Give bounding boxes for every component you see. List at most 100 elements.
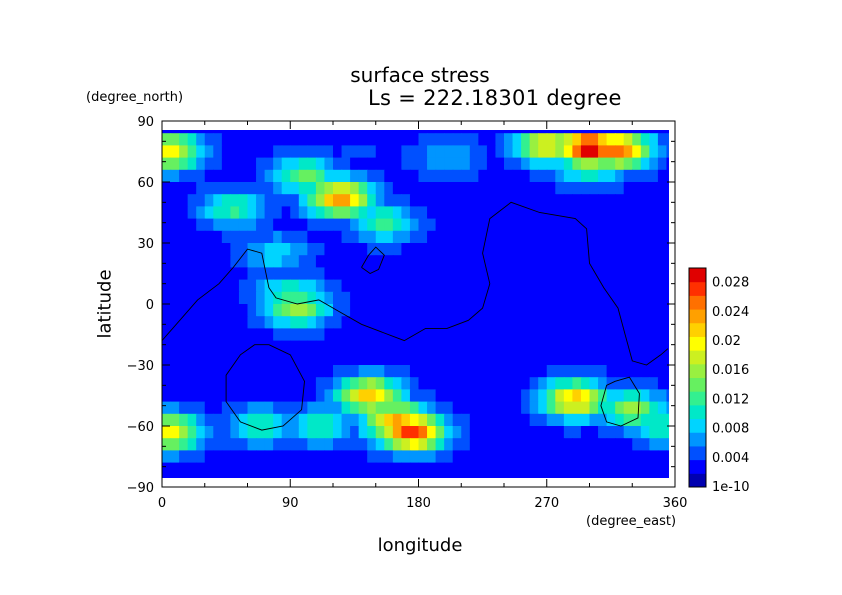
heatmap-cell: [384, 130, 394, 134]
heatmap-cell: [401, 279, 411, 293]
heatmap-cell: [657, 426, 668, 439]
heatmap-cell: [367, 243, 377, 256]
heatmap-cell: [418, 328, 428, 342]
heatmap-cell: [290, 352, 300, 366]
heatmap-cell: [247, 157, 257, 171]
heatmap-cell: [606, 243, 616, 256]
heatmap-cell: [213, 230, 223, 244]
heatmap-cell: [179, 218, 189, 232]
heatmap-cell: [367, 145, 377, 159]
heatmap-cell: [247, 267, 257, 281]
heatmap-cell: [196, 267, 206, 281]
heatmap-cell: [213, 182, 223, 195]
heatmap-cell: [666, 218, 669, 232]
heatmap-cell: [427, 243, 437, 256]
heatmap-cell: [563, 130, 573, 134]
heatmap-cell: [333, 401, 343, 415]
heatmap-cell: [657, 130, 668, 134]
heatmap-cell: [375, 291, 385, 305]
heatmap-cell: [401, 328, 411, 342]
heatmap-cell: [409, 450, 420, 464]
heatmap-cell: [170, 169, 180, 183]
heatmap-cell: [563, 426, 573, 439]
heatmap-cell: [384, 413, 394, 427]
heatmap-cell: [580, 340, 591, 354]
heatmap-cell: [563, 413, 573, 427]
heatmap-cell: [358, 133, 368, 146]
heatmap-cell: [247, 316, 257, 329]
heatmap-cell: [409, 401, 420, 415]
heatmap-cell: [427, 291, 437, 305]
heatmap-cell: [247, 218, 257, 232]
heatmap-cell: [632, 230, 642, 244]
heatmap-cell: [221, 169, 231, 183]
heatmap-cell: [461, 401, 471, 415]
heatmap-cell: [384, 243, 394, 256]
heatmap-cell: [409, 377, 420, 390]
heatmap-cell: [572, 243, 582, 256]
heatmap-cell: [563, 194, 573, 207]
heatmap-cell: [461, 218, 471, 232]
heatmap-cell: [264, 291, 274, 305]
heatmap-cell: [418, 133, 428, 146]
heatmap-cell: [529, 169, 539, 183]
heatmap-cell: [563, 267, 573, 281]
heatmap-cell: [401, 182, 411, 195]
heatmap-cell: [598, 230, 608, 244]
heatmap-cell: [478, 450, 488, 464]
heatmap-cell: [529, 304, 539, 317]
heatmap-cell: [238, 230, 249, 244]
heatmap-cell: [247, 389, 257, 403]
heatmap-cell: [409, 130, 420, 134]
heatmap-cell: [512, 206, 522, 220]
heatmap-cell: [555, 194, 565, 207]
heatmap-cell: [580, 304, 591, 317]
heatmap-cell: [375, 206, 385, 220]
heatmap-cell: [324, 145, 334, 159]
heatmap-cell: [478, 267, 488, 281]
heatmap-cell: [435, 304, 445, 317]
heatmap-cell: [666, 438, 669, 451]
heatmap-cell: [213, 413, 223, 427]
heatmap-cell: [427, 133, 437, 146]
heatmap-cell: [350, 389, 360, 403]
heatmap-cell: [521, 365, 531, 378]
heatmap-cell: [478, 474, 488, 478]
heatmap-cell: [649, 279, 659, 293]
heatmap-cell: [170, 450, 180, 464]
heatmap-cell: [666, 304, 669, 317]
heatmap-cell: [324, 450, 334, 464]
heatmap-cell: [409, 169, 420, 183]
heatmap-cell: [333, 377, 343, 390]
heatmap-cell: [418, 157, 428, 171]
heatmap-cell: [256, 157, 266, 171]
heatmap-cell: [384, 401, 394, 415]
heatmap-cell: [238, 194, 249, 207]
heatmap-cell: [632, 352, 642, 366]
heatmap-cell: [290, 230, 300, 244]
heatmap-cell: [358, 206, 368, 220]
heatmap-cell: [230, 194, 240, 207]
heatmap-cell: [213, 267, 223, 281]
heatmap-cell: [204, 291, 214, 305]
heatmap-cell: [213, 401, 223, 415]
heatmap-cell: [281, 365, 291, 378]
heatmap-cell: [606, 474, 616, 478]
heatmap-cell: [504, 413, 514, 427]
heatmap-cell: [486, 194, 497, 207]
heatmap-cell: [580, 267, 591, 281]
heatmap-cell: [324, 230, 334, 244]
heatmap-cell: [615, 182, 625, 195]
heatmap-cell: [179, 255, 189, 268]
heatmap-cell: [478, 157, 488, 171]
heatmap-cell: [486, 365, 497, 378]
heatmap-cell: [589, 474, 599, 478]
heatmap-cell: [324, 291, 334, 305]
heatmap-cell: [632, 365, 642, 378]
heatmap-cell: [615, 462, 625, 476]
heatmap-cell: [333, 130, 343, 134]
heatmap-cell: [495, 352, 505, 366]
heatmap-cell: [632, 157, 642, 171]
heatmap-cell: [298, 255, 308, 268]
heatmap-cell: [427, 474, 437, 478]
